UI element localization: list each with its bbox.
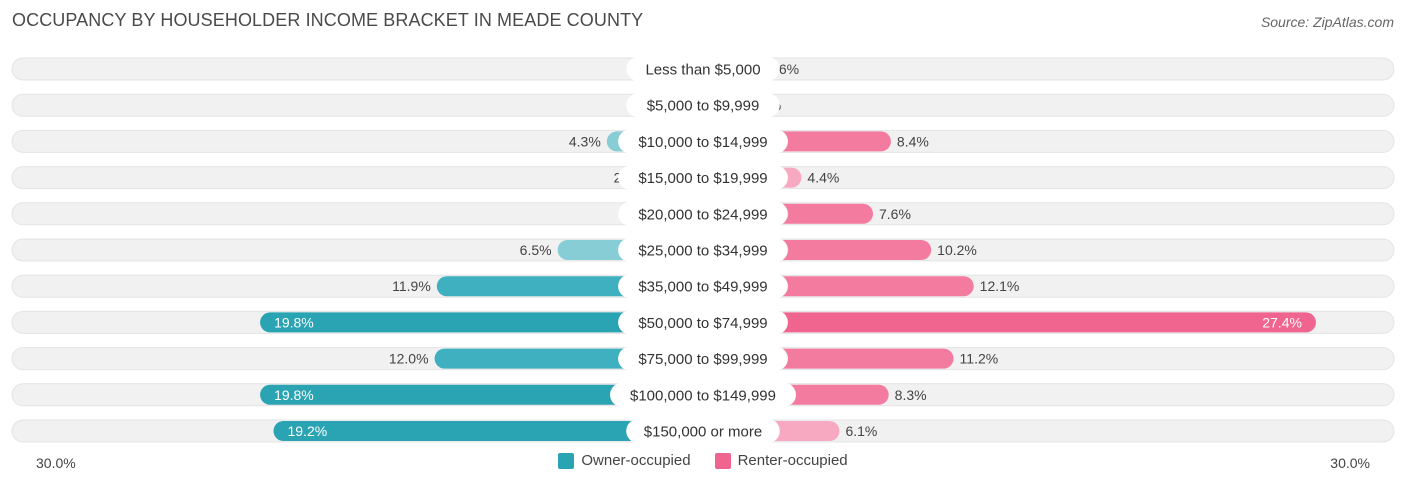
label-renter: 7.6% xyxy=(879,206,911,222)
category-pill xyxy=(618,346,788,371)
chart-title: OCCUPANCY BY HOUSEHOLDER INCOME BRACKET … xyxy=(12,10,644,30)
axis-min-label: 30.0% xyxy=(36,455,76,471)
bar-owner xyxy=(273,421,713,441)
label-renter: 8.3% xyxy=(895,387,927,403)
diverging-bar-chart: 1.0%2.6%Less than $5,0001.6%1.8%$5,000 t… xyxy=(11,57,1395,443)
legend-item-renter: Renter-occupied xyxy=(714,452,848,469)
category-label: $100,000 to $149,999 xyxy=(630,387,776,404)
category-pill xyxy=(618,310,788,335)
category-pill xyxy=(618,238,788,262)
legend-label-renter: Renter-occupied xyxy=(737,452,848,469)
label-renter: 4.4% xyxy=(807,170,839,186)
label-renter: 8.4% xyxy=(897,133,929,149)
label-owner: 12.0% xyxy=(389,351,429,367)
category-label: $150,000 or more xyxy=(644,424,762,441)
bar-owner xyxy=(260,384,713,405)
category-label: $10,000 to $14,999 xyxy=(638,134,767,151)
legend: Owner-occupied Renter-occupied xyxy=(0,452,1406,469)
category-label: $5,000 to $9,999 xyxy=(647,98,760,115)
bar-owner xyxy=(260,312,713,333)
label-renter: 27.4% xyxy=(1262,314,1302,330)
category-label: $25,000 to $34,999 xyxy=(638,243,767,260)
category-pill xyxy=(618,201,788,226)
label-renter: 11.2% xyxy=(960,351,999,367)
category-label: $75,000 to $99,999 xyxy=(638,351,767,368)
bar-renter xyxy=(693,312,1316,333)
category-pill xyxy=(626,419,780,443)
label-owner: 19.8% xyxy=(274,314,314,330)
label-owner: 6.5% xyxy=(520,242,552,258)
axis-max-label: 30.0% xyxy=(1330,455,1370,471)
category-pill xyxy=(626,57,780,81)
category-label: $35,000 to $49,999 xyxy=(638,279,767,296)
legend-swatch-renter xyxy=(714,452,731,469)
category-pill xyxy=(610,382,796,407)
label-renter: 12.1% xyxy=(980,278,1020,294)
category-pill xyxy=(618,165,788,190)
legend-label-owner: Owner-occupied xyxy=(581,452,691,469)
legend-swatch-owner xyxy=(558,452,575,469)
label-renter: 10.2% xyxy=(937,242,977,258)
label-owner: 4.3% xyxy=(569,133,601,149)
category-label: $15,000 to $19,999 xyxy=(638,170,767,187)
legend-item-owner: Owner-occupied xyxy=(558,452,691,469)
label-owner: 11.9% xyxy=(392,278,431,294)
label-owner: 19.8% xyxy=(274,387,314,403)
category-pill xyxy=(618,274,788,299)
label-renter: 6.1% xyxy=(845,423,877,439)
category-pill xyxy=(626,93,780,118)
category-label: $20,000 to $24,999 xyxy=(638,206,767,223)
label-owner: 19.2% xyxy=(287,423,327,439)
category-label: Less than $5,000 xyxy=(645,62,760,79)
source-label: Source: ZipAtlas.com xyxy=(1260,14,1394,30)
category-label: $50,000 to $74,999 xyxy=(638,315,767,332)
category-pill xyxy=(618,129,788,154)
